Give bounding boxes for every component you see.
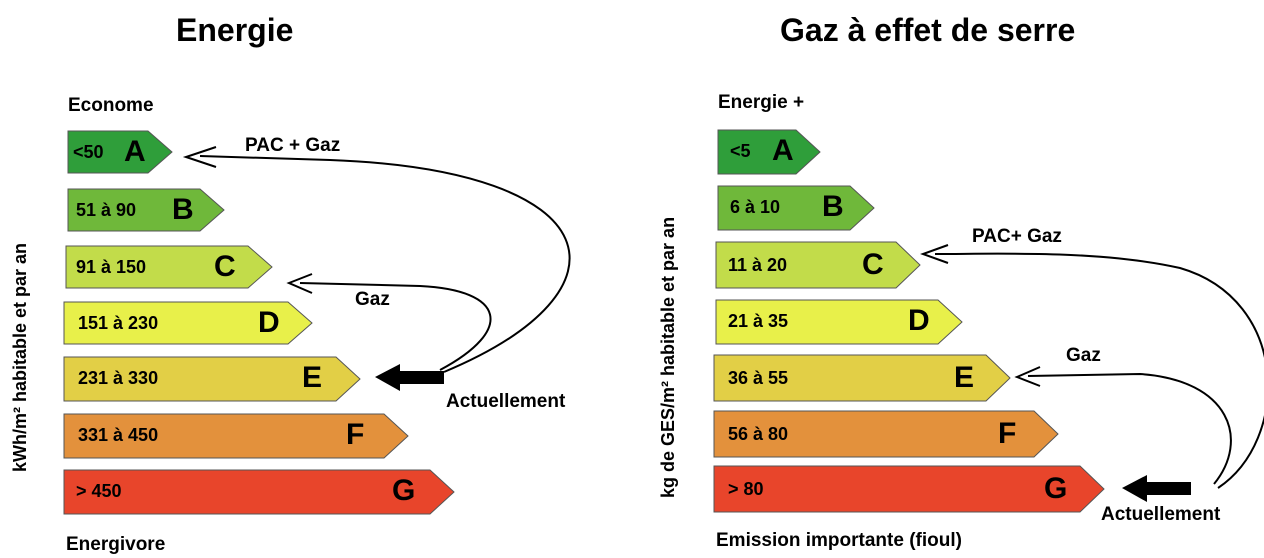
- energie-bar-c-range: 91 à 150: [76, 257, 147, 277]
- ges-bar-e-shape: [713, 354, 1011, 402]
- energie-bar-a-range: <50: [73, 142, 104, 162]
- ges-bar-e: 36 à 55 E: [713, 354, 1011, 402]
- ges-annotation-pac-gaz: PAC+ Gaz: [972, 226, 1062, 247]
- ges-annotation-actuellement: Actuellement: [1101, 504, 1221, 525]
- energie-bar-e: 231 à 330 E: [63, 356, 361, 402]
- energie-arrow-pac-gaz: [199, 155, 571, 373]
- energie-arrowhead-pac-gaz: [182, 146, 217, 168]
- energie-bar-f-range: 331 à 450: [78, 425, 159, 445]
- ges-top-label: Energie +: [718, 92, 805, 113]
- energie-bar-f-letter: F: [346, 418, 365, 451]
- ges-bar-a-shape: [717, 129, 821, 175]
- ges-bar-c-range: 11 à 20: [728, 255, 788, 275]
- ges-title: Gaz à effet de serre: [780, 12, 1076, 48]
- energie-bar-g-range: > 450: [76, 481, 122, 501]
- energie-bar-g-letter: G: [392, 474, 416, 507]
- energie-bar-a: <50 A: [67, 130, 173, 174]
- ges-bottom-label: Emission importante (fioul): [716, 530, 962, 551]
- ges-bar-e-letter: E: [954, 361, 975, 394]
- ges-bar-g: > 80 G: [713, 465, 1105, 513]
- ges-bar-f-letter: F: [998, 417, 1017, 450]
- ges-bar-f-shape: [713, 410, 1059, 458]
- ges-arrowhead-gaz: [1014, 366, 1041, 387]
- ges-bar-b-range: 6 à 10: [730, 197, 781, 217]
- energie-bar-d-range: 151 à 230: [78, 313, 159, 333]
- energie-bar-d-shape: [63, 301, 313, 345]
- ges-bar-b-shape: [717, 185, 875, 231]
- ges-bar-f: 56 à 80 F: [713, 410, 1059, 458]
- ges-bar-b-letter: B: [822, 190, 844, 223]
- energie-current-arrow-icon: [375, 364, 444, 391]
- energie-annotation-pac-gaz: PAC + Gaz: [245, 135, 341, 156]
- ges-arrow-gaz: [1027, 372, 1232, 485]
- energie-bar-d: 151 à 230 D: [63, 301, 313, 345]
- energie-bar-a-shape: [67, 130, 173, 174]
- ges-arrow-pac-gaz: [934, 252, 1264, 489]
- ges-bar-c-shape: [715, 241, 921, 289]
- energie-bar-g: > 450 G: [63, 469, 455, 515]
- energie-arrow-gaz: [299, 282, 492, 371]
- energie-bar-a-letter: A: [124, 135, 146, 168]
- energie-bar-e-shape: [63, 356, 361, 402]
- energie-bottom-label: Energivore: [66, 534, 166, 555]
- ges-bar-f-range: 56 à 80: [728, 424, 789, 444]
- ges-bar-c-letter: C: [862, 248, 884, 281]
- ges-annotation-gaz: Gaz: [1066, 345, 1101, 366]
- energie-bar-d-letter: D: [258, 306, 280, 339]
- ges-arrowhead-pac-gaz: [920, 244, 949, 264]
- energie-bar-e-range: 231 à 330: [78, 368, 159, 388]
- energie-bar-b-range: 51 à 90: [76, 200, 137, 220]
- ges-current-arrow-icon: [1122, 475, 1191, 502]
- energie-annotation-gaz: Gaz: [355, 289, 390, 310]
- ges-bar-a-letter: A: [772, 134, 794, 167]
- ges-bar-c: 11 à 20 C: [715, 241, 921, 289]
- energie-annotation-actuellement: Actuellement: [446, 391, 566, 412]
- ges-bar-d-letter: D: [908, 304, 930, 337]
- energie-top-label: Econome: [68, 95, 154, 116]
- energie-bar-b-letter: B: [172, 193, 194, 226]
- energie-bar-b: 51 à 90 B: [67, 188, 225, 232]
- energie-bar-c-letter: C: [214, 250, 236, 283]
- energie-bar-c: 91 à 150 C: [65, 245, 273, 289]
- ges-bar-d-shape: [715, 299, 963, 345]
- ges-bar-d-range: 21 à 35: [728, 311, 789, 331]
- energie-bar-e-letter: E: [302, 361, 323, 394]
- energie-bar-g-shape: [63, 469, 455, 515]
- energie-title: Energie: [176, 12, 294, 48]
- ges-bar-e-range: 36 à 55: [728, 368, 789, 388]
- energie-bar-c-shape: [65, 245, 273, 289]
- energie-bar-f: 331 à 450 F: [63, 413, 409, 459]
- ges-bar-a: <5 A: [717, 129, 821, 175]
- ges-bar-g-letter: G: [1044, 472, 1068, 505]
- energie-bar-f-shape: [63, 413, 409, 459]
- energie-bar-b-shape: [67, 188, 225, 232]
- ges-bar-g-range: > 80: [728, 479, 764, 499]
- ges-bar-g-shape: [713, 465, 1105, 513]
- ges-bar-a-range: <5: [730, 141, 751, 161]
- ges-bar-d: 21 à 35 D: [715, 299, 963, 345]
- ges-bar-b: 6 à 10 B: [717, 185, 875, 231]
- energie-arrowhead-gaz: [286, 273, 313, 294]
